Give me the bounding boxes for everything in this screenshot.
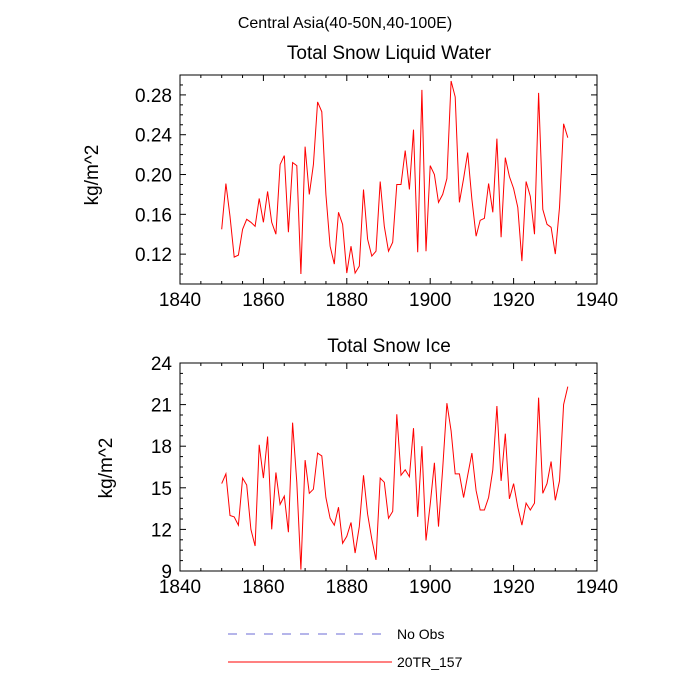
panel-title-snow-ice: Total Snow Ice (327, 336, 451, 357)
y-axis-label-liquid-water: kg/m^2 (82, 145, 103, 206)
series-line-snow-ice (221, 386, 569, 570)
x-tick-label: 1880 (326, 577, 368, 598)
plot-frame-liquid-water (179, 74, 598, 285)
figure-title: Central Asia(40-50N,40-100E) (238, 15, 452, 32)
y-axis-label-snow-ice: kg/m^2 (96, 438, 117, 499)
legend: No Obs 20TR_157 (228, 626, 463, 670)
x-tick-label: 1860 (242, 577, 284, 598)
y-tick-label: 0.20 (135, 166, 172, 187)
x-tick-label: 1900 (409, 290, 451, 311)
snow-ice-panel: Total Snow Ice kg/m^2 1840 1860 1880 1900 19… (96, 336, 618, 598)
x-tick-label: 1900 (409, 577, 451, 598)
series-line-liquid-water (221, 80, 569, 275)
y-tick-label: 18 (151, 437, 172, 458)
y-tick-label: 12 (151, 520, 172, 541)
x-tick-label: 1840 (159, 290, 201, 311)
y-tick-label: 0.24 (135, 126, 172, 147)
y-tick-label: 0.28 (135, 86, 172, 107)
tick-group-liquid-water: 1840 1860 1880 1900 1920 1940 0.12 0.16 0.20 0.24… (135, 74, 618, 311)
x-tick-label: 1880 (326, 290, 368, 311)
y-tick-label: 0.16 (135, 205, 172, 226)
x-tick-label: 1920 (492, 290, 534, 311)
x-tick-label: 1840 (159, 577, 201, 598)
y-tick-label: 24 (151, 354, 173, 375)
tick-group-snow-ice: 1840 1860 1880 1900 1920 1940 9 12 15 18 21 24 (151, 354, 618, 598)
x-tick-label: 1940 (576, 577, 618, 598)
legend-label-no-obs: No Obs (397, 626, 444, 642)
x-tick-label: 1860 (242, 290, 284, 311)
legend-label-20tr-157: 20TR_157 (397, 654, 463, 670)
y-tick-label: 15 (151, 479, 172, 500)
plot-frame-snow-ice (179, 362, 598, 572)
y-tick-label: 21 (151, 396, 172, 417)
snow-liquid-water-panel: Total Snow Liquid Water kg/m^2 1840 1860 1… (82, 43, 618, 311)
x-tick-label: 1920 (492, 577, 534, 598)
y-tick-label: 9 (161, 562, 172, 583)
y-tick-label: 0.12 (135, 245, 172, 266)
panel-title-liquid-water: Total Snow Liquid Water (287, 43, 492, 64)
x-tick-label: 1940 (576, 290, 618, 311)
